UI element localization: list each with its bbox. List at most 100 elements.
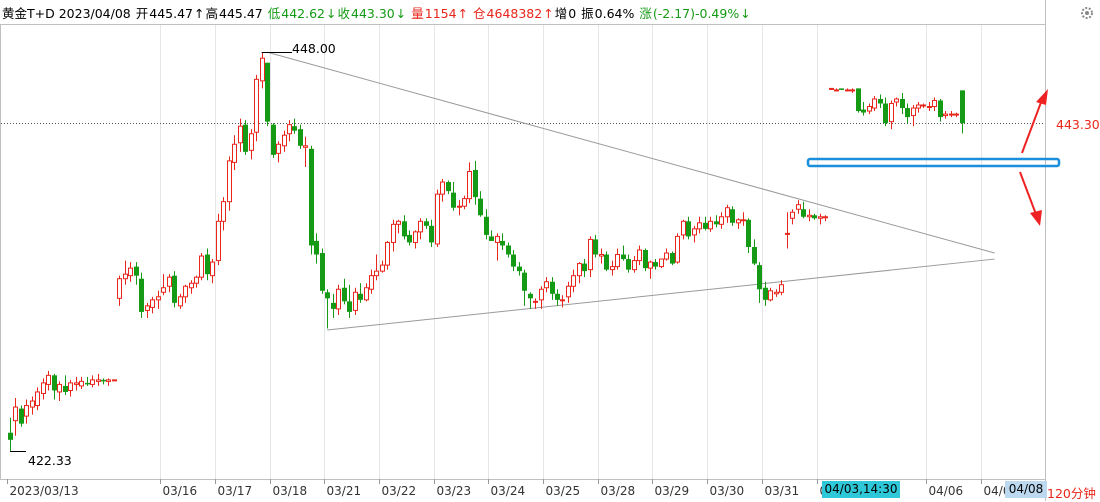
amplitude-value: 0.64%: [594, 6, 635, 21]
open-interest-value: 4648382: [486, 6, 543, 21]
candle: [566, 281, 571, 303]
candle: [385, 240, 390, 270]
resistance-box: [806, 157, 1061, 168]
candle: [550, 277, 555, 300]
x-tick-label: 03/23: [436, 484, 472, 498]
close-label: 收: [337, 6, 351, 21]
candle: [659, 258, 664, 269]
candle: [232, 135, 237, 170]
candle: [560, 295, 565, 308]
candle: [643, 248, 648, 272]
candle: [829, 87, 834, 90]
candle: [418, 218, 423, 240]
candle: [402, 215, 407, 240]
candle: [462, 195, 467, 210]
candle: [156, 290, 161, 309]
open-label: 开: [135, 6, 149, 21]
candle: [145, 302, 150, 318]
candle: [719, 212, 724, 229]
candle: [927, 102, 932, 112]
vertical-grid-lines: [7, 25, 982, 484]
candlestick-series: [8, 52, 965, 451]
x-tick-label: 03/17: [217, 484, 253, 498]
candle: [533, 298, 538, 309]
candle: [24, 399, 29, 424]
candle: [413, 230, 418, 249]
candle: [489, 230, 494, 241]
candle: [134, 262, 139, 285]
candle: [101, 378, 106, 385]
candle: [117, 275, 122, 306]
candle: [424, 218, 429, 229]
candle: [35, 387, 40, 411]
candle: [555, 289, 560, 306]
candle: [128, 262, 133, 282]
candle: [287, 120, 292, 142]
x-tick-label: 03/29: [654, 484, 690, 498]
candle: [189, 280, 194, 294]
candle: [626, 254, 631, 273]
candle: [500, 233, 505, 250]
candle: [670, 251, 675, 266]
candle: [429, 219, 434, 247]
quote-header: 黄金T+D 2023/04/08 开445.47↑高445.47 低442.62…: [2, 5, 752, 23]
candle: [511, 250, 516, 272]
cursor-time-label: 04/03,14:30: [822, 481, 900, 498]
close-arrow: ↓: [395, 6, 407, 21]
candle: [13, 398, 18, 436]
candle: [785, 212, 790, 249]
candle: [292, 118, 297, 134]
candle: [123, 260, 128, 285]
candle: [380, 260, 385, 273]
candle: [478, 191, 483, 217]
candle: [347, 284, 352, 318]
candle: [883, 97, 888, 127]
candle: [314, 233, 319, 264]
candle: [41, 378, 46, 400]
down-arrow-icon: [1019, 171, 1042, 226]
candle: [199, 253, 204, 281]
candle: [528, 292, 533, 309]
candle: [921, 103, 926, 109]
candle: [741, 212, 746, 226]
candle: [150, 296, 155, 314]
x-tick-label: 03/22: [381, 484, 417, 498]
candle: [473, 160, 478, 205]
candle: [495, 233, 500, 261]
candle: [342, 278, 347, 305]
high-annotation: 448.00: [292, 41, 336, 56]
low-annotation: 422.33: [28, 453, 72, 468]
candle: [839, 88, 844, 90]
candle: [812, 213, 817, 220]
candle: [506, 242, 511, 258]
candle: [167, 274, 172, 293]
candle: [210, 259, 215, 284]
candle: [911, 105, 916, 127]
candle: [960, 90, 965, 134]
period-selector[interactable]: 120分钟: [1047, 486, 1096, 501]
candle: [818, 213, 823, 225]
candle: [364, 283, 369, 302]
candle: [856, 88, 861, 113]
gear-icon[interactable]: [1080, 6, 1094, 20]
candle: [79, 376, 84, 389]
candle: [74, 376, 79, 391]
candle: [577, 262, 582, 284]
open-arrow: ↑: [194, 6, 205, 21]
candle: [621, 245, 626, 261]
candle: [391, 219, 396, 252]
candle: [954, 112, 959, 118]
candle: [46, 370, 51, 391]
candle: [303, 136, 308, 167]
candle: [938, 98, 943, 122]
high-value: 445.47: [219, 6, 263, 21]
candle: [763, 281, 768, 306]
candle: [703, 216, 708, 231]
candle: [8, 417, 13, 451]
candle: [194, 275, 199, 288]
candle: [271, 123, 276, 158]
candle: [320, 248, 325, 294]
candle: [845, 88, 850, 92]
candle: [96, 373, 101, 386]
